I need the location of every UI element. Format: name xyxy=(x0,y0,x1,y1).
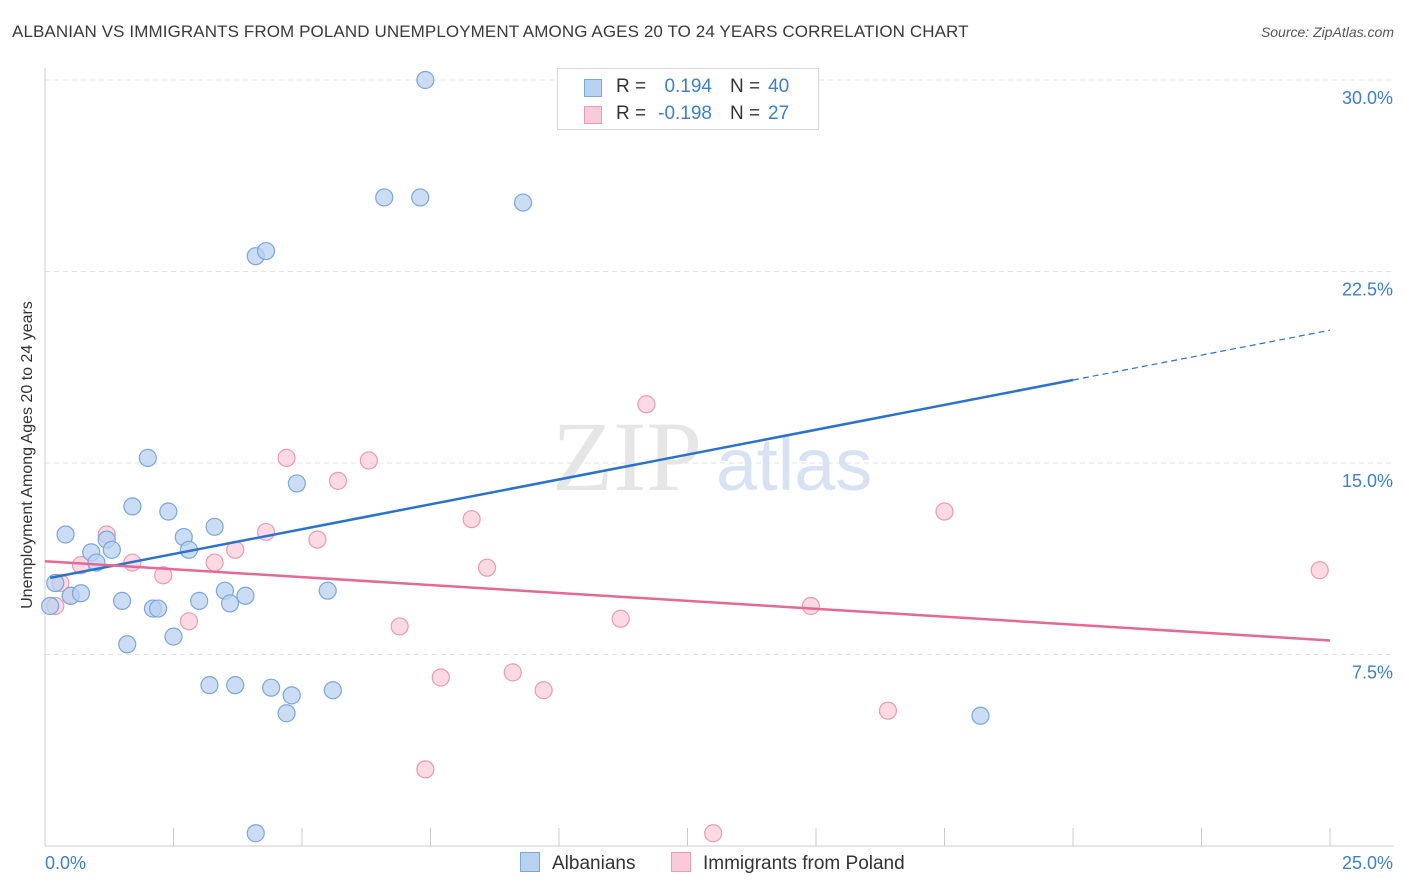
blue-point xyxy=(411,188,430,207)
pink-point xyxy=(637,395,656,414)
pink-point xyxy=(308,530,327,549)
chart-title: ALBANIAN VS IMMIGRANTS FROM POLAND UNEMP… xyxy=(12,22,969,41)
blue-point xyxy=(246,824,265,843)
blue-point xyxy=(205,517,224,536)
blue-trend-extension xyxy=(1072,329,1331,381)
blue-point xyxy=(375,188,394,207)
axis-layer xyxy=(44,68,1394,847)
y-tick-label: 15.0% xyxy=(1342,471,1393,491)
pink-point xyxy=(503,663,522,682)
legend-swatch-pink xyxy=(584,106,602,124)
blue-point xyxy=(41,596,60,616)
y-tick-label: 30.0% xyxy=(1342,88,1393,108)
legend-r-value: -0.198 xyxy=(658,103,712,124)
blue-point xyxy=(262,678,281,697)
pink-point xyxy=(801,596,820,616)
blue-point xyxy=(318,581,337,600)
blue-point xyxy=(118,635,137,654)
legend-row-albanians: R = 0.194 N = 40 xyxy=(558,73,818,101)
legend-n-value: 40 xyxy=(768,76,790,97)
blue-point xyxy=(513,193,533,212)
pink-point xyxy=(704,824,723,843)
y-tick-label: 7.5% xyxy=(1352,663,1393,683)
blue-point xyxy=(200,676,219,695)
pink-point xyxy=(154,566,173,585)
legend-r-value: 0.194 xyxy=(664,76,712,97)
blue-point xyxy=(56,525,75,544)
blue-point xyxy=(282,686,301,705)
pink-point xyxy=(205,553,224,572)
pink-point xyxy=(277,448,296,467)
pink-point xyxy=(1310,561,1329,580)
pink-point xyxy=(328,471,348,490)
blue-trend-line xyxy=(49,378,1074,580)
blue-point xyxy=(236,586,255,605)
blue-point xyxy=(277,704,296,723)
blue-point xyxy=(287,474,306,493)
pink-point xyxy=(416,760,435,779)
blue-point xyxy=(190,591,209,610)
legend-r-label: R = xyxy=(616,76,647,97)
legend-item-poland: Immigrants from Poland xyxy=(671,852,905,875)
pink-point xyxy=(390,617,409,636)
pink-point xyxy=(935,502,954,521)
legend-label-poland: Immigrants from Poland xyxy=(703,853,905,874)
y-tick-label: 22.5% xyxy=(1342,280,1393,300)
legend-row-poland: R = -0.198 N = 27 xyxy=(558,100,818,128)
legend-n-value: 27 xyxy=(768,103,790,124)
blue-point xyxy=(148,599,168,618)
grid-layer xyxy=(45,79,1394,655)
legend-item-albanians: Albanians xyxy=(520,852,635,875)
legend-n-label: N = xyxy=(730,103,761,124)
watermark: ZIP atlas xyxy=(552,401,872,512)
blue-point xyxy=(102,540,121,559)
legend-swatch-blue xyxy=(584,79,602,97)
legend-label-albanians: Albanians xyxy=(552,853,636,874)
x-tick-label: 25.0% xyxy=(1342,853,1393,873)
series-legend: Albanians Immigrants from Poland xyxy=(0,852,1406,878)
blue-point xyxy=(71,584,91,603)
blue-point xyxy=(226,676,245,695)
blue-point xyxy=(112,591,132,610)
pink-point xyxy=(878,701,898,720)
blue-point xyxy=(87,553,106,572)
source-label: Source: ZipAtlas.com xyxy=(1260,24,1394,40)
legend-r-label: R = xyxy=(616,103,647,124)
blue-point xyxy=(123,497,142,516)
blue-point xyxy=(416,70,435,90)
trend-lines xyxy=(44,329,1331,642)
y-axis-label: Unemployment Among Ages 20 to 24 years xyxy=(19,301,36,609)
x-tick-label: 0.0% xyxy=(45,853,86,873)
blue-point xyxy=(164,627,183,646)
legend-swatch-pink xyxy=(671,852,691,872)
blue-point xyxy=(220,594,240,613)
blue-point xyxy=(323,681,342,700)
pink-point xyxy=(179,612,199,631)
pink-point xyxy=(477,558,497,577)
blue-point xyxy=(971,706,990,725)
pink-trend-line xyxy=(44,560,1331,642)
blue-point xyxy=(256,241,276,261)
watermark-atlas: atlas xyxy=(716,423,872,506)
tick-labels: 7.5% 15.0% 22.5% 30.0% 0.0% 25.0% xyxy=(45,88,1393,873)
correlation-legend: R = 0.194 N = 40 R = -0.198 N = 27 xyxy=(557,68,819,130)
blue-point xyxy=(138,448,157,467)
blue-point xyxy=(159,502,178,521)
pink-point xyxy=(462,510,481,529)
legend-swatch-blue xyxy=(520,852,540,872)
legend-n-label: N = xyxy=(730,76,761,97)
pink-point xyxy=(359,451,378,470)
pink-point xyxy=(611,609,630,628)
pink-point xyxy=(431,668,450,687)
pink-point xyxy=(534,681,553,700)
blue-series-points xyxy=(41,70,990,843)
